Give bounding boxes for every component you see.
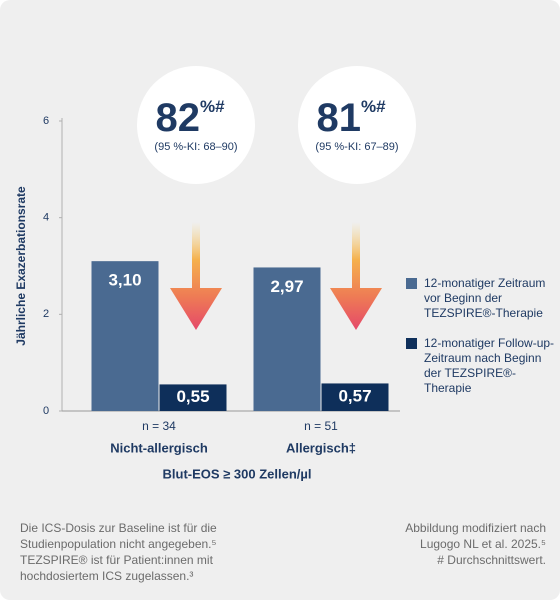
legend-swatch [406, 338, 417, 349]
annotation-ci: (95 %-KI: 67–89) [315, 141, 398, 153]
legend-label: 12-monatiger Follow-up-Zeitraum nach Beg… [424, 336, 555, 395]
footnote-line: Abbildung modifiziert nach [405, 521, 546, 535]
bar [159, 384, 227, 411]
footnote-left: Die ICS-Dosis zur Baseline ist für die St… [20, 520, 217, 584]
annotation-bubble [137, 66, 255, 184]
footnote-right: Abbildung modifiziert nach Lugogo NL et a… [405, 520, 546, 568]
bar [91, 261, 159, 411]
footnote-line: Die ICS-Dosis zur Baseline ist für die [20, 521, 217, 535]
footnote-line: TEZSPIRE® ist für Patient:innen mit [20, 553, 213, 567]
value-label: 2,97 [270, 277, 303, 296]
y-tick-label: 2 [43, 308, 49, 320]
reduction-arrow [170, 222, 382, 330]
value-label: 0,57 [338, 387, 371, 406]
group-n-label: n = 51 [304, 419, 338, 433]
reduction-value: 82 [155, 96, 200, 140]
value-label: 0,55 [176, 387, 209, 406]
legend-item: 12-monatiger Follow-up-Zeitraum nach Beg… [406, 336, 556, 396]
annotation-value: 81%# [316, 96, 386, 140]
reduction-value: 81 [316, 96, 361, 140]
legend-label: 12-monatiger Zeitraum vor Beginn der TEZ… [424, 276, 546, 320]
reduction-suffix: %# [200, 97, 225, 116]
y-tick-label: 0 [43, 405, 49, 417]
legend-swatch [406, 278, 417, 289]
legend-item: 12-monatiger Zeitraum vor Beginn der TEZ… [406, 276, 556, 321]
footnote-line: # Durchschnittswert. [437, 553, 546, 567]
bar [253, 267, 321, 411]
x-tick-label: Nicht-allergisch [110, 440, 208, 455]
footnote-line: Lugogo NL et al. 2025.⁵ [420, 537, 546, 551]
value-label: 3,10 [108, 271, 141, 290]
footnote-line: Studienpopulation nicht angegeben.⁵ [20, 537, 217, 551]
annotation-bubble [298, 66, 416, 184]
y-tick-label: 4 [43, 212, 49, 224]
annotation-value: 82%# [155, 96, 225, 140]
y-tick-label: 6 [43, 115, 49, 127]
annotation-ci: (95 %-KI: 68–90) [154, 141, 237, 153]
x-tick-label: Allergisch‡ [286, 440, 356, 455]
footnote-line: hochdosiertem ICS zugelassen.³ [20, 569, 194, 583]
y-axis-label: Jährliche Exazerbationsrate [14, 186, 28, 346]
x-axis-label: Blut-EOS ≥ 300 Zellen/µl [163, 466, 312, 481]
reduction-suffix: %# [361, 97, 386, 116]
group-n-label: n = 34 [142, 419, 176, 433]
bar [321, 383, 389, 411]
